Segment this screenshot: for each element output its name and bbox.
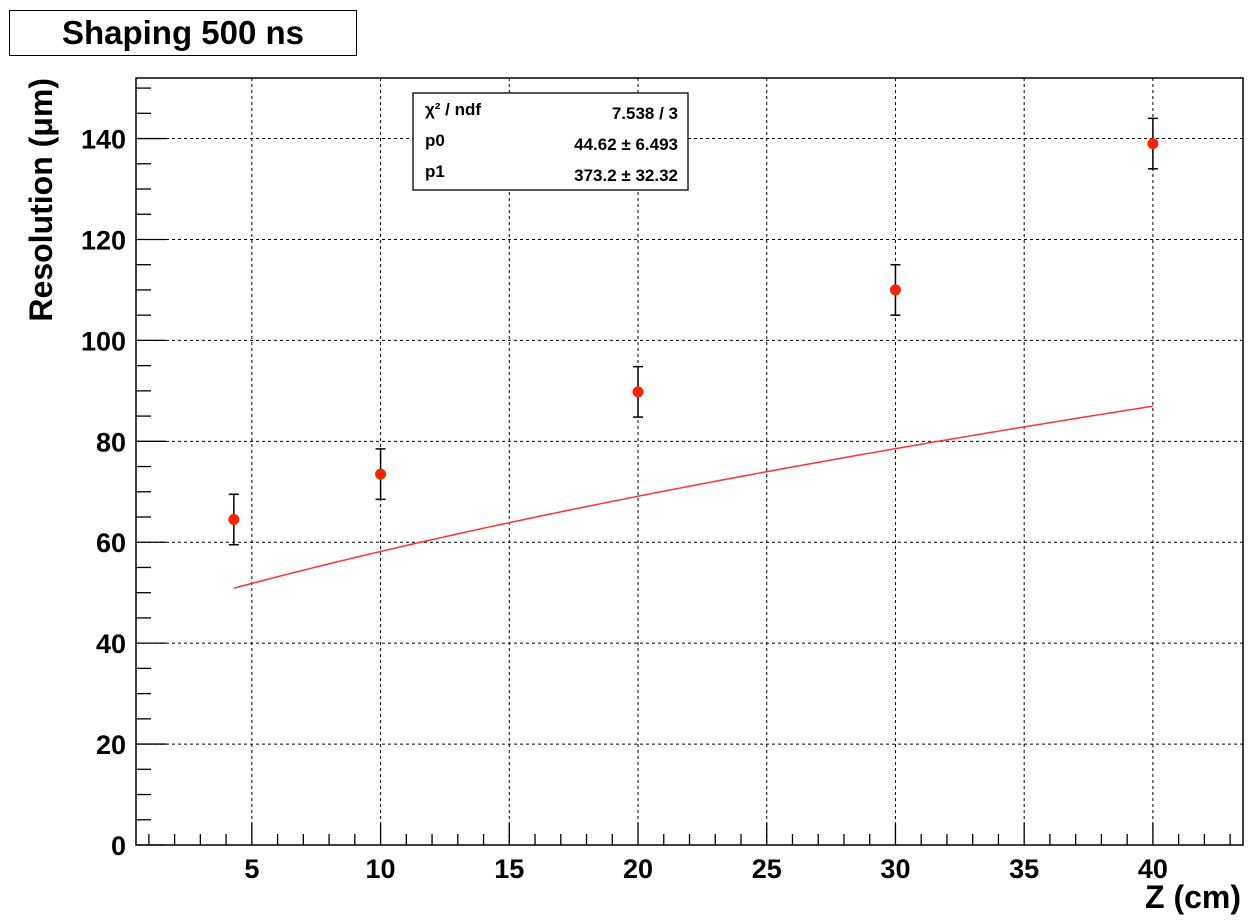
axes: 5 10 15 20 25 30 35 40 0 20 40 60 80 100 120 140 Z (cm) R… (23, 77, 1244, 915)
y-tick-label: 100 (81, 326, 126, 356)
y-tick-label: 20 (96, 730, 126, 760)
stats-box-frame (412, 92, 689, 191)
data-point (1147, 138, 1159, 150)
grid-lines (136, 78, 1243, 845)
stats-name: p1 (425, 162, 445, 181)
y-tick-label: 0 (111, 831, 126, 861)
stats-box: χ² / ndf 7.538 / 3 p0 44.62 ± 6.493 p1 373.2 … (412, 92, 689, 191)
x-tick-label: 35 (1009, 854, 1039, 884)
data-point (632, 386, 644, 398)
data-points (228, 117, 1159, 546)
stats-value: 7.538 / 3 (612, 104, 678, 123)
y-tick-label: 140 (81, 125, 126, 155)
fit-curve (233, 405, 1154, 589)
stats-value: 373.2 ± 32.32 (574, 166, 678, 185)
x-tick-label: 40 (1138, 854, 1168, 884)
x-tick-label: 5 (244, 854, 259, 884)
y-tick-label: 120 (81, 225, 126, 255)
data-point (375, 468, 387, 480)
stats-name: χ² / ndf (425, 100, 481, 119)
fit-curve-layer (233, 405, 1154, 589)
x-tick-label: 30 (880, 854, 910, 884)
y-tick-label: 80 (96, 427, 126, 457)
y-tick-label: 60 (96, 528, 126, 558)
chart-title: Shaping 500 ns (9, 10, 357, 56)
data-point (228, 514, 240, 526)
x-tick-label: 10 (366, 854, 396, 884)
plot-frame (135, 77, 1244, 846)
data-point (889, 284, 901, 296)
y-tick-label: 40 (96, 629, 126, 659)
x-tick-label: 20 (623, 854, 653, 884)
x-tick-label: 25 (752, 854, 782, 884)
stats-name: p0 (425, 131, 445, 150)
stats-value: 44.62 ± 6.493 (574, 135, 678, 154)
x-axis-title: Z (cm) (1145, 879, 1241, 915)
y-axis-title: Resolution (μm) (23, 78, 59, 322)
x-tick-label: 15 (494, 854, 524, 884)
